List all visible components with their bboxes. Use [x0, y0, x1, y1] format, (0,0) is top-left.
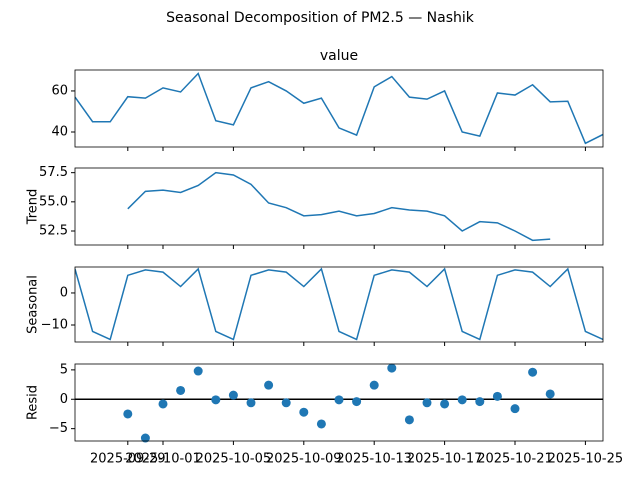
- y-tick-label: 40: [51, 125, 68, 140]
- x-tick-label: 2025-10-05: [196, 452, 272, 467]
- scatter-point: [123, 409, 133, 419]
- scatter-point: [492, 391, 502, 401]
- y-axis-label: Resid: [26, 385, 41, 420]
- scatter-point: [158, 399, 168, 409]
- y-axis-label: Seasonal: [26, 275, 41, 334]
- scatter-point: [475, 397, 485, 407]
- scatter-point: [387, 363, 397, 373]
- x-tick-label: 2025-10-09: [266, 452, 342, 467]
- x-tick-label: 2025-10-13: [336, 452, 412, 467]
- y-tick-label: 0: [60, 285, 68, 300]
- scatter-point: [264, 380, 274, 390]
- figure-title: Seasonal Decomposition of PM2.5 — Nashik: [166, 10, 475, 26]
- series-line: [127, 171, 551, 242]
- scatter-point: [352, 397, 362, 407]
- series-line: [75, 267, 603, 341]
- y-tick-label: 52.5: [39, 224, 68, 239]
- axes-frame: [74, 266, 604, 343]
- scatter-point: [545, 389, 555, 399]
- scatter-point: [140, 433, 150, 443]
- y-tick-label: 5: [60, 362, 68, 377]
- x-tick-label: 2025-09-29: [90, 452, 166, 467]
- scatter-point: [440, 399, 450, 409]
- y-tick-label: 0: [60, 392, 68, 407]
- x-tick-label: 2025-10-21: [477, 452, 553, 467]
- scatter-point: [457, 395, 467, 405]
- x-tick-label: 2025-10-25: [548, 452, 624, 467]
- scatter-point: [176, 385, 186, 395]
- y-tick-label: 60: [51, 83, 68, 98]
- scatter-point: [211, 395, 221, 405]
- scatter-point: [246, 398, 256, 408]
- axes-frame: [74, 363, 604, 442]
- scatter-point: [299, 407, 309, 417]
- y-tick-label: 55.0: [39, 194, 68, 209]
- scatter-point: [510, 404, 520, 414]
- y-tick-label: −5: [49, 421, 68, 436]
- subplot-title: value: [320, 48, 358, 64]
- axes-frame: [74, 167, 604, 246]
- scatter-point: [422, 398, 432, 408]
- scatter-point: [334, 395, 344, 405]
- scatter-point: [369, 380, 379, 390]
- y-tick-label: 57.5: [39, 165, 68, 180]
- axes-frame: [74, 69, 604, 148]
- scatter-point: [404, 415, 414, 425]
- scatter-point: [193, 366, 203, 376]
- scatter-point: [228, 390, 238, 400]
- x-tick-label: 2025-10-17: [407, 452, 483, 467]
- y-axis-label: Trend: [26, 189, 41, 226]
- y-tick-label: −10: [41, 318, 68, 333]
- scatter-point: [316, 419, 326, 429]
- scatter-point: [281, 398, 291, 408]
- series-line: [75, 72, 603, 145]
- x-tick-label: 2025-10-01: [125, 452, 201, 467]
- scatter-point: [528, 367, 538, 377]
